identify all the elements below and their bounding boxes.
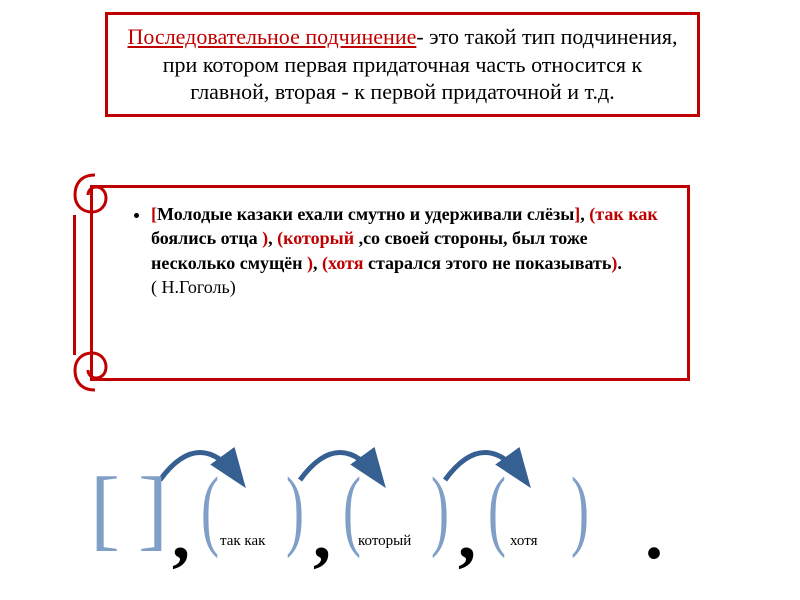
schema-paren-3-close: ) — [571, 458, 589, 561]
scroll-curl-bottom-icon — [70, 345, 120, 395]
scroll-stem — [73, 215, 93, 355]
schema-comma-2: , — [313, 493, 331, 576]
example-author: ( Н.Гоголь) — [151, 277, 236, 297]
scroll-curl-top-icon — [70, 170, 120, 220]
schema-conj-3: хотя — [510, 533, 538, 550]
example-sentence: [Молодые казаки ехали смутно и удерживал… — [151, 204, 658, 273]
schema-paren-3-open: ( — [488, 458, 506, 561]
definition-box: Последовательное подчинение- это такой т… — [105, 12, 700, 117]
example-scroll: [Молодые казаки ехали смутно и удерживал… — [70, 175, 710, 400]
schema-diagram: [ ] , ( так как ) , ( который ) , ( хотя… — [90, 430, 740, 580]
schema-conj-2: который — [358, 533, 411, 550]
schema-open-bracket: [ — [90, 458, 120, 561]
schema-period: . — [645, 493, 663, 576]
schema-conj-1: так как — [220, 533, 265, 550]
definition-title: Последовательное подчинение — [128, 24, 417, 49]
schema-comma-3: , — [458, 493, 476, 576]
schema-comma-1: , — [172, 493, 190, 576]
schema-paren-1-close: ) — [286, 458, 304, 561]
schema-paren-1-open: ( — [201, 458, 219, 561]
schema-paren-2-close: ) — [431, 458, 449, 561]
example-text-box: [Молодые казаки ехали смутно и удерживал… — [90, 185, 690, 381]
schema-close-bracket: ] — [138, 458, 168, 561]
